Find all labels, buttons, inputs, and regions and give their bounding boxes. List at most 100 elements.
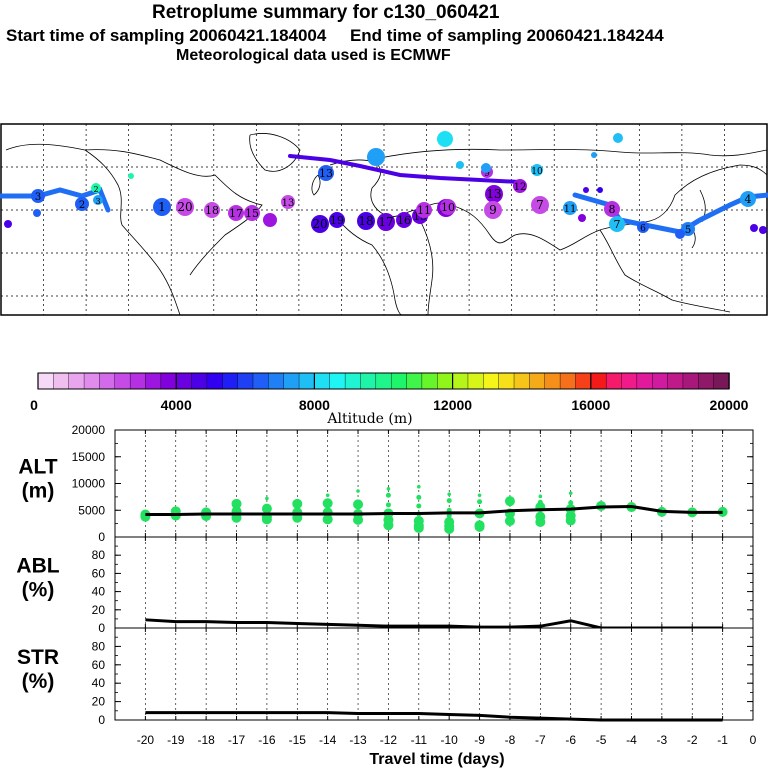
trajectory-dot <box>367 148 385 166</box>
colorbar-swatch <box>390 372 408 390</box>
trajectory-marker-label: 20 <box>177 200 192 214</box>
colorbar-swatch <box>314 372 331 390</box>
y-tick-label: 0 <box>98 530 105 544</box>
alt-point <box>417 484 421 489</box>
alt-point <box>383 520 394 531</box>
trajectory-marker-label: 8 <box>609 203 616 216</box>
alt-mean-line <box>145 505 723 517</box>
y-tick-label: 60 <box>92 658 106 672</box>
colorbar-swatch <box>513 372 531 390</box>
map-panel: 2019181716151413121110987654321201817151… <box>0 123 768 316</box>
x-axis-title: Travel time (days) <box>369 751 504 768</box>
y-axis-label-units: (m) <box>22 480 55 503</box>
x-tick-label: 0 <box>750 733 757 747</box>
alt-point <box>356 489 360 493</box>
coast-africa <box>334 214 434 316</box>
trajectory-marker-label: 3 <box>35 192 41 203</box>
y-tick-label: 20 <box>92 603 106 617</box>
trajectory-marker <box>75 197 89 211</box>
alt-point <box>385 502 391 508</box>
trajectory-marker <box>484 201 502 219</box>
panel-frame <box>114 627 754 721</box>
alt-point <box>353 499 364 510</box>
trajectory-marker <box>485 185 503 203</box>
alt-point <box>292 498 303 509</box>
x-tick-label: -3 <box>657 733 668 747</box>
trajectory-line-arctic <box>288 154 522 184</box>
y-tick-label: 80 <box>92 639 106 653</box>
trajectory-marker <box>281 195 295 209</box>
alt-point <box>385 492 391 498</box>
time-series-panels: 05000100001500020000ALT(m)020406080ABL(%… <box>16 423 756 768</box>
sampling-time-line: Start time of sampling 20060421.184004 E… <box>6 26 664 45</box>
colorbar-swatch <box>68 372 85 390</box>
colorbar-tick-label: 0 <box>30 397 38 413</box>
colorbar-swatch <box>160 372 177 390</box>
trajectory-marker <box>531 196 549 214</box>
y-tick-label: 10000 <box>72 477 106 491</box>
x-tick-label: -17 <box>228 733 246 747</box>
chart-title: Retroplume summary for c130_060421 <box>152 2 500 23</box>
alt-point <box>447 492 451 497</box>
str-line <box>145 711 723 722</box>
trajectory-marker <box>416 202 432 218</box>
colorbar-swatch <box>713 372 730 390</box>
trajectory-marker <box>31 189 45 203</box>
coast-siberia <box>379 148 768 159</box>
alt-point <box>265 496 269 501</box>
alt-point <box>538 494 543 499</box>
trajectory-marker-label: 16 <box>397 214 411 227</box>
y-tick-label: 5000 <box>78 503 105 517</box>
colorbar-swatch <box>483 372 500 390</box>
panel-abl: 0 20 40 60 80 ABL(%) <box>16 536 754 635</box>
colorbar-swatch <box>268 372 285 390</box>
trajectory-marker-label: 18 <box>205 204 219 217</box>
alt-point <box>565 515 576 526</box>
y-tick-label: 20 <box>92 695 106 709</box>
alt-point <box>504 496 515 507</box>
trajectory-marker-label: 9 <box>489 203 497 217</box>
colorbar-tick-label: 20000 <box>710 397 749 413</box>
alt-point <box>446 498 452 504</box>
trajectory-dot <box>33 209 41 217</box>
trajectory-marker <box>93 195 103 205</box>
trajectory-dot <box>583 187 589 193</box>
trajectory-markers: 2019181716151413121110987654321201817151… <box>4 131 767 239</box>
trajectory-marker-label: 10 <box>531 167 543 177</box>
colorbar-swatch <box>636 372 653 390</box>
trajectory-dot <box>437 131 453 147</box>
colorbar-swatch <box>590 372 607 390</box>
colorbar-swatch <box>698 372 715 390</box>
trajectory-dot <box>750 224 758 232</box>
trajectory-marker <box>244 205 260 221</box>
trajectory-marker <box>563 201 577 215</box>
colorbar-swatch <box>53 372 70 390</box>
x-tick-label: -13 <box>349 733 367 747</box>
y-axis-label: ALT <box>18 456 57 479</box>
trajectory-marker-label: 15 <box>245 207 259 220</box>
alt-point <box>416 494 422 500</box>
colorbar-swatch <box>206 372 223 390</box>
trajectory-dot <box>4 220 12 228</box>
y-axis-label: ABL <box>16 555 59 578</box>
trajectory-dot <box>263 213 277 227</box>
colorbar-swatch <box>652 372 669 390</box>
trajectory-marker <box>318 165 334 181</box>
x-tick-label: -10 <box>441 733 459 747</box>
panel-alt: 0 5000 10000 15000 20000 ALT(m) <box>18 423 754 544</box>
alt-point <box>474 521 485 532</box>
trajectory-marker <box>311 215 329 233</box>
trajectory-marker-label: 3 <box>95 197 100 206</box>
colorbar-title: Altitude (m) <box>326 411 412 427</box>
x-tick-label: -16 <box>258 733 276 747</box>
colorbar-swatch <box>467 372 485 390</box>
trajectory-marker <box>153 198 171 216</box>
colorbar-swatch <box>129 372 147 390</box>
colorbar-tick-label: 16000 <box>571 397 610 413</box>
y-tick-label: 40 <box>92 585 106 599</box>
trajectory-marker <box>740 191 756 207</box>
y-tick-label: 20000 <box>72 423 106 437</box>
trajectory-marker-label: 2 <box>79 200 85 211</box>
panel-frame <box>114 536 754 629</box>
